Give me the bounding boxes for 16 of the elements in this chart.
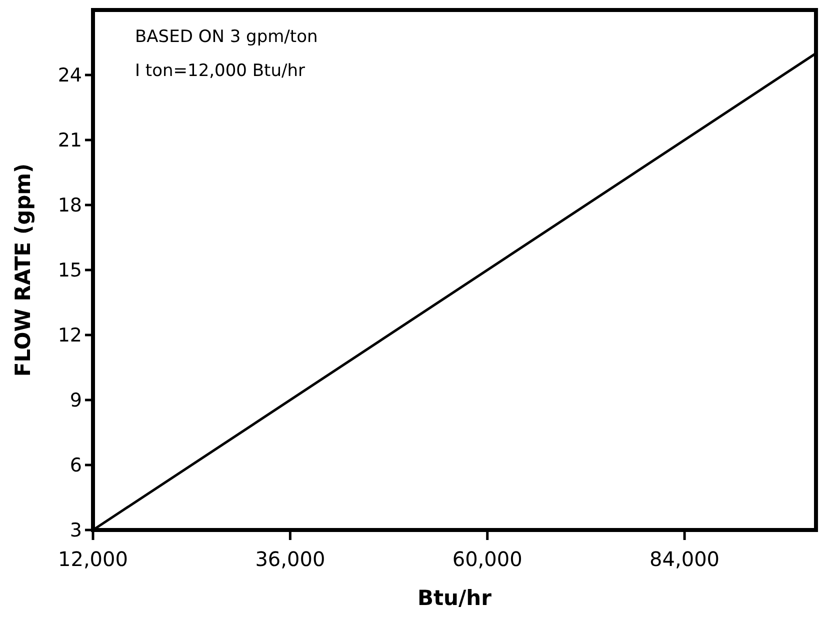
y-tick-label: 21 [58, 130, 82, 152]
x-tick-label: 36,000 [255, 547, 326, 571]
y-tick-label: 9 [70, 390, 82, 412]
y-tick-label: 12 [58, 324, 82, 347]
x-tick-label: 60,000 [452, 547, 522, 571]
y-tick-label: 6 [70, 454, 82, 477]
annotation: I ton=12,000 Btu/hr [135, 61, 305, 81]
annotation: BASED ON 3 gpm/ton [135, 27, 318, 47]
x-tick-label: 12,000 [58, 547, 128, 571]
y-tick-label: 15 [58, 260, 82, 282]
x-tick-label: 84,000 [650, 547, 720, 571]
x-axis-title: Btu/hr [418, 586, 492, 610]
y-tick-label: 3 [70, 520, 82, 542]
y-tick-label: 18 [58, 194, 82, 217]
y-tick-label: 24 [58, 64, 82, 87]
y-axis-title: FLOW RATE (gpm) [11, 163, 35, 377]
